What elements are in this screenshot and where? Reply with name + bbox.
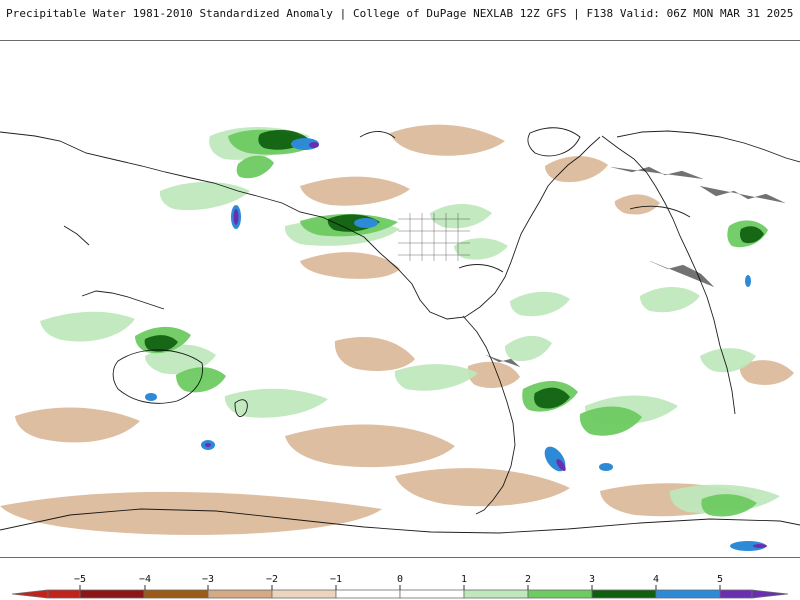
light-green-south-pacific: [394, 364, 478, 391]
colorbar-bar: [11, 589, 789, 599]
country-borders: [485, 166, 786, 368]
colorbar-label-0: 0: [397, 574, 403, 585]
antarctica-coastline: [0, 508, 800, 534]
colorbar-segment-zero-left: [335, 589, 401, 599]
blue-core-central-pacific: [354, 218, 378, 228]
coastlines: [0, 127, 800, 534]
colorbar-label-neg4: −4: [139, 574, 151, 585]
purple-core-argentina: [556, 459, 566, 471]
north-america-coastline: [0, 131, 601, 320]
colorbar-right-triangle: [751, 589, 789, 599]
tan-region-east-pacific: [300, 252, 400, 279]
blue-core-south-atlantic: [599, 463, 613, 471]
purple-core-west-pacific: [233, 209, 239, 225]
light-green-brazil: [510, 291, 570, 317]
light-green-caribbean: [454, 238, 508, 260]
colorbar-segment-pos2: [527, 589, 593, 599]
green-tasman: [176, 367, 226, 393]
indonesia-outline: [81, 290, 165, 310]
dark-green-argentina-core: [534, 387, 570, 409]
colorbar-segment-neg5: [47, 589, 81, 599]
country-border-south-america: [485, 354, 521, 368]
colorbar-segment-neg3: [143, 589, 209, 599]
world-map: [0, 41, 800, 557]
tan-region-arctic: [390, 124, 505, 156]
country-border-europe: [610, 166, 704, 180]
colorbar-labels: −5 −4 −3 −2 −1 0 1 2 3 4 5: [74, 574, 723, 585]
blue-core-antarctic: [730, 541, 766, 551]
tan-region-southern-ocean-west: [15, 407, 140, 443]
mediterranean-outline: [629, 205, 691, 218]
light-green-west-pacific: [159, 181, 250, 211]
dark-green-africa-core: [739, 226, 764, 244]
green-south-atlantic: [579, 406, 642, 436]
colorbar-segment-pos3: [591, 589, 657, 599]
light-green-south-america: [505, 335, 552, 362]
australia-coastline: [112, 349, 204, 404]
page-title: Precipitable Water 1981-2010 Standardize…: [6, 7, 794, 20]
colorbar: −5 −4 −3 −2 −1 0 1 2 3 4 5: [0, 570, 800, 600]
asia-coastline: [616, 130, 800, 163]
purple-core-north-pacific: [309, 142, 319, 148]
colorbar-ticks: [79, 585, 721, 590]
light-green-west-australia: [40, 311, 135, 342]
europe-africa-coastline: [601, 135, 736, 415]
colorbar-left-triangle: [11, 589, 49, 599]
colorbar-segment-neg4: [79, 589, 145, 599]
tan-region-central-atlantic: [545, 156, 608, 183]
south-america-coastline: [462, 315, 516, 515]
colorbar-segment-zero-right: [399, 589, 465, 599]
japan-outline: [63, 225, 90, 246]
caribbean-outline: [458, 264, 504, 273]
purple-core-antarctic: [753, 544, 767, 548]
state-borders: [398, 213, 470, 261]
colorbar-segment-neg1: [271, 589, 337, 599]
colorbar-segment-neg2: [207, 589, 273, 599]
colorbar-label-neg3: −3: [202, 574, 214, 585]
tan-region-antarctic-pacific: [395, 468, 570, 507]
greenland-coastline: [527, 127, 581, 157]
tan-region-south-atlantic: [467, 361, 520, 389]
colorbar-segment-pos4: [655, 589, 721, 599]
colorbar-label-neg1: −1: [330, 574, 342, 585]
colorbar-label-4: 4: [653, 574, 659, 585]
light-green-indian-ocean: [700, 348, 756, 373]
blue-core-africa: [745, 275, 751, 287]
purple-core-tasman: [205, 443, 211, 447]
green-alaska-jet: [236, 155, 274, 179]
tan-region-antarctic-wide: [0, 491, 382, 535]
tan-region-south-pacific: [334, 337, 415, 371]
light-green-east-us: [430, 204, 492, 229]
light-green-southern-ocean: [224, 388, 328, 418]
colorbar-segment-pos5: [719, 589, 753, 599]
tan-region-indian-ocean: [739, 360, 794, 385]
new-zealand-coastline: [234, 399, 248, 417]
colorbar-label-2: 2: [525, 574, 531, 585]
colorbar-label-1: 1: [461, 574, 467, 585]
tan-region-north-africa: [614, 194, 660, 215]
colorbar-label-neg5: −5: [74, 574, 86, 585]
extreme-anomaly-layer: [145, 138, 767, 551]
colorbar-graphic: −5 −4 −3 −2 −1 0 1 2 3 4 5: [11, 574, 789, 599]
dark-green-australia-core: [144, 335, 178, 352]
header: Precipitable Water 1981-2010 Standardize…: [0, 0, 800, 40]
green-antarctic: [701, 494, 757, 517]
map-frame: [0, 40, 800, 558]
colorbar-label-3: 3: [589, 574, 595, 585]
country-border-asia: [699, 185, 786, 204]
colorbar-label-5: 5: [717, 574, 723, 585]
blue-core-australia: [145, 393, 157, 401]
positive-anomaly-layer-light: [40, 126, 780, 514]
colorbar-label-neg2: −2: [266, 574, 278, 585]
light-green-africa: [640, 287, 700, 313]
tan-region-north-pacific: [300, 176, 410, 206]
colorbar-segment-pos1: [463, 589, 529, 599]
tan-region-southern-ocean-central: [285, 424, 455, 468]
arctic-islands: [359, 131, 396, 139]
country-border-africa: [649, 260, 715, 288]
